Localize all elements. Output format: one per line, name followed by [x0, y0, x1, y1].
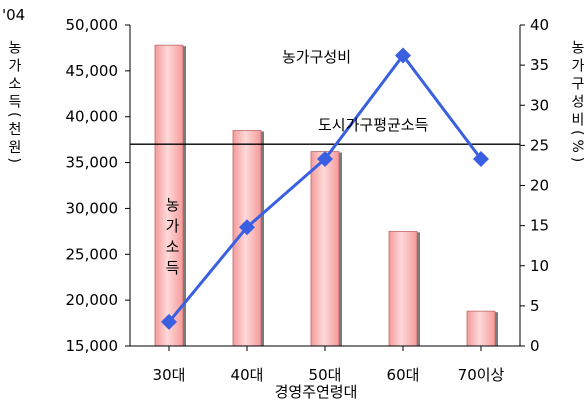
right-tick-label: 40 — [530, 16, 549, 34]
left-tick-label: 35,000 — [66, 154, 119, 172]
bar-body — [388, 230, 418, 347]
right-tick-label: 20 — [530, 177, 549, 195]
right-y-axis: 0 5 10 15 20 25 30 35 40 — [519, 16, 549, 355]
line-marker — [161, 313, 177, 330]
left-tick-label: 30,000 — [66, 199, 119, 217]
left-axis-label: 농가소득(천원) — [6, 40, 22, 167]
bar — [466, 310, 498, 347]
x-axis: 30대 40대 50대 60대 70이상 — [130, 345, 520, 384]
left-tick-label: 15,000 — [66, 337, 119, 355]
bar — [388, 230, 420, 347]
left-y-axis: 15,000 20,000 25,000 30,000 35,000 40,000 45,0… — [66, 16, 131, 355]
left-tick-label: 45,000 — [66, 62, 119, 80]
left-tick-label: 25,000 — [66, 245, 119, 263]
line-marker — [395, 47, 411, 64]
x-tick-label: 30대 — [153, 366, 186, 384]
bar — [310, 151, 342, 347]
right-axis-label: 농가구성비(%) — [569, 40, 585, 166]
right-tick-label: 25 — [530, 136, 549, 154]
reference-annotation: 도시가구평균소득 — [318, 116, 429, 134]
bar-series — [154, 44, 498, 347]
line-series — [161, 47, 489, 330]
left-tick-label: 20,000 — [66, 291, 119, 309]
right-tick-label: 10 — [530, 257, 549, 275]
left-tick-label: 50,000 — [66, 16, 119, 34]
bar-annotation: 농가소득 — [163, 197, 181, 281]
line-marker — [473, 151, 489, 168]
bar-body — [466, 310, 496, 347]
right-tick-label: 15 — [530, 217, 549, 235]
x-tick-label: 50대 — [309, 366, 342, 384]
x-tick-label: 40대 — [231, 366, 264, 384]
x-tick-label: 60대 — [387, 366, 420, 384]
x-tick-label: 70이상 — [458, 366, 505, 384]
x-axis-label: 경영주연령대 — [275, 383, 358, 401]
bar — [154, 44, 186, 347]
right-tick-label: 0 — [530, 337, 540, 355]
line-annotation: 농가구성비 — [282, 48, 351, 66]
right-tick-label: 35 — [530, 56, 549, 74]
right-tick-label: 5 — [530, 297, 540, 315]
left-tick-label: 40,000 — [66, 108, 119, 126]
line-marker — [317, 151, 333, 168]
right-tick-label: 30 — [530, 96, 549, 114]
bar-body — [154, 44, 184, 347]
bar-body — [310, 151, 340, 347]
year-label: '04 — [2, 6, 25, 24]
line-marker — [239, 219, 255, 236]
bar — [232, 130, 264, 347]
